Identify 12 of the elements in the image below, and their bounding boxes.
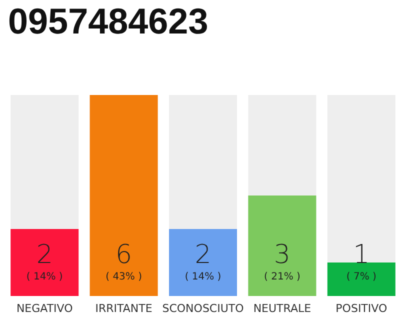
data-label: 2 ( 14% ) (184, 240, 222, 282)
data-label: 1 ( 7% ) (346, 240, 377, 282)
x-tick-label: IRRITANTE (95, 302, 152, 315)
x-tick-label: NEUTRALE (253, 302, 312, 315)
data-label: 2 ( 14% ) (26, 240, 63, 282)
chart-title: 0957484623 (8, 0, 208, 42)
bar (327, 262, 396, 296)
x-tick-label: SCONOSCIUTO (162, 302, 244, 315)
data-label: 6 ( 43% ) (106, 240, 142, 282)
x-tick-label: POSITIVO (336, 302, 388, 315)
data-label: 3 ( 21% ) (264, 240, 300, 282)
x-tick-label: NEGATIVO (16, 302, 74, 315)
